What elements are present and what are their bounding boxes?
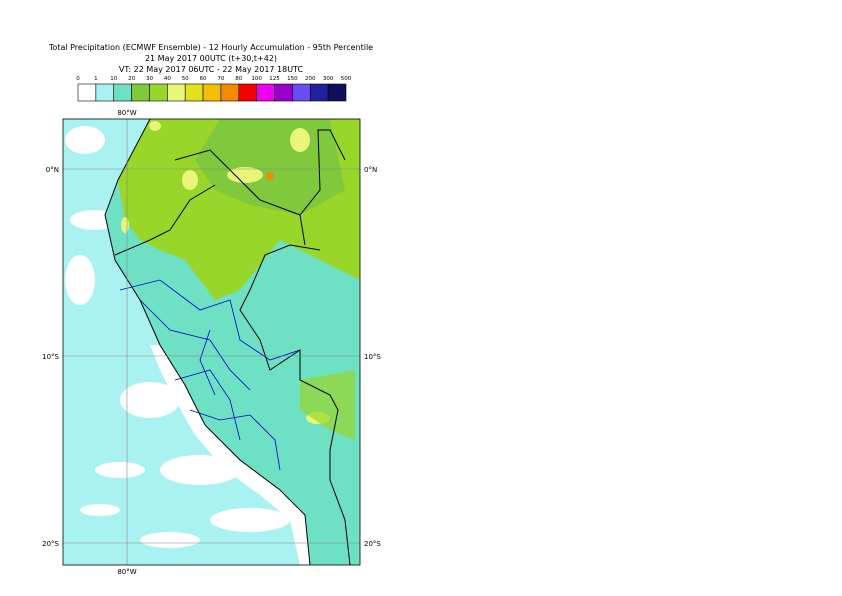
color-box: [184, 83, 204, 102]
lat-label: 0°N: [364, 166, 377, 174]
lon-label: 80°W: [117, 109, 136, 117]
heavy-spots: [121, 121, 330, 424]
colorbar-label: 20: [128, 76, 135, 82]
colorbar-label: 1: [94, 76, 98, 82]
color-box: [77, 83, 97, 102]
graticule: [63, 119, 360, 565]
color-box: [202, 83, 222, 102]
colorbar-label: 30: [146, 76, 153, 82]
colorbar-label: 70: [217, 76, 224, 82]
lat-label: 10°S: [364, 353, 381, 361]
colorbar-label: 40: [164, 76, 171, 82]
color-box: [95, 83, 115, 102]
color-box: [131, 83, 150, 102]
dry-coast: [150, 345, 310, 565]
color-box: [167, 83, 186, 102]
color-box: [292, 83, 311, 102]
colorbar-label: 500: [341, 76, 352, 82]
colorbar-label: 100: [251, 76, 262, 82]
lon-label: 80°W: [117, 568, 136, 576]
color-box: [327, 83, 347, 102]
base-time: 21 May 2017 00UTC (t+30,t+42): [145, 54, 277, 63]
map: [63, 119, 360, 565]
color-box: [238, 83, 257, 102]
colorbar-label: 300: [323, 76, 334, 82]
lat-label: 20°S: [364, 540, 381, 548]
peak: [266, 172, 274, 180]
colorbar-label: 10: [110, 76, 117, 82]
title: Total Precipitation (ECMWF Ensemble) - 1…: [48, 43, 373, 52]
colorbar-label: 80: [235, 76, 242, 82]
color-box: [274, 83, 293, 102]
map-frame: [62, 118, 361, 566]
coast-borders: [104, 119, 351, 565]
lat-label: 20°S: [42, 540, 59, 548]
colorbar-label: 150: [287, 76, 298, 82]
colorbar-label: 0: [76, 76, 80, 82]
lat-label: 10°S: [42, 353, 59, 361]
color-box: [256, 83, 275, 102]
colorbar-label: 125: [269, 76, 280, 82]
regions: [119, 279, 301, 471]
wet-south: [300, 370, 355, 440]
lat-label: 0°N: [46, 166, 59, 174]
colorbar-label: 50: [182, 76, 189, 82]
colorbar: 0 1 10 20 30 40 50 60 70 80 100 125 150 200 300 500: [76, 76, 352, 102]
colorbar-label: 60: [200, 76, 207, 82]
color-box: [149, 83, 168, 102]
valid-time: VT: 22 May 2017 06UTC - 22 May 2017 18UT…: [119, 65, 304, 74]
colorbar-label: 200: [305, 76, 316, 82]
color-box: [220, 83, 240, 102]
color-box: [113, 83, 132, 102]
color-box: [309, 83, 329, 102]
